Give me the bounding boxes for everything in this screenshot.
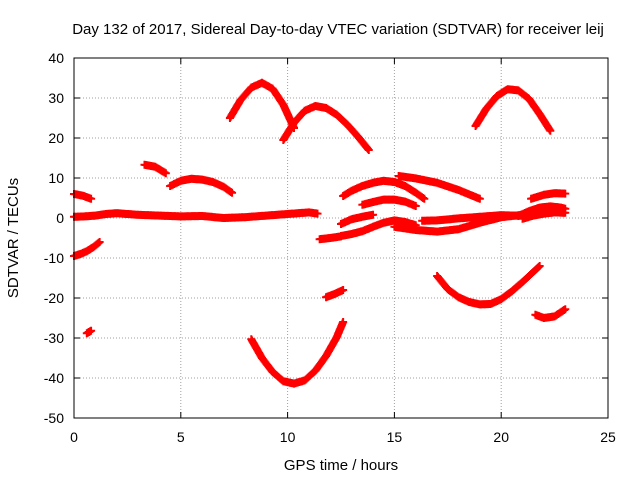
data-point	[95, 238, 104, 246]
x-tick-label: 5	[177, 429, 185, 445]
data-point	[561, 208, 570, 217]
x-tick-label: 0	[70, 429, 78, 445]
y-tick-label: 30	[48, 90, 64, 106]
data-point	[339, 286, 348, 294]
y-tick-label: 20	[48, 130, 64, 146]
data-point	[339, 318, 348, 326]
y-tick-label: -10	[44, 250, 64, 266]
data-point	[369, 210, 378, 219]
y-tick-label: -30	[44, 330, 64, 346]
x-tick-label: 15	[387, 429, 403, 445]
grid	[74, 58, 608, 418]
data-point	[364, 146, 373, 154]
data-point	[546, 126, 555, 135]
data-points	[70, 78, 570, 388]
data-point	[561, 189, 570, 198]
y-tick-label: 10	[48, 170, 64, 186]
data-point	[411, 202, 420, 210]
y-tick-label: 40	[48, 50, 64, 66]
data-point	[87, 194, 96, 203]
x-axis-label: GPS time / hours	[284, 457, 398, 474]
x-tick-label: 20	[493, 429, 509, 445]
data-point	[535, 262, 544, 270]
x-tick-label: 10	[280, 429, 296, 445]
y-tick-label: -20	[44, 290, 64, 306]
data-point	[475, 194, 484, 203]
y-tick-label: 0	[56, 210, 64, 226]
y-axis-label: SDTVAR / TECUs	[5, 178, 22, 298]
data-point	[161, 169, 170, 178]
y-tick-label: -50	[44, 410, 64, 426]
chart-title: Day 132 of 2017, Sidereal Day-to-day VTE…	[72, 21, 604, 38]
data-point	[87, 326, 96, 335]
x-tick-label: 25	[600, 429, 616, 445]
axis-ticks: 0 5 10 15 20 25 -50 -40 -30 -20 -10 0 10 20 30 40	[44, 50, 616, 445]
y-tick-label: -40	[44, 370, 64, 386]
data-point	[313, 209, 322, 218]
data-point	[420, 194, 429, 203]
data-point	[228, 188, 237, 197]
plot-frame	[73, 57, 609, 419]
data-point	[561, 305, 570, 314]
